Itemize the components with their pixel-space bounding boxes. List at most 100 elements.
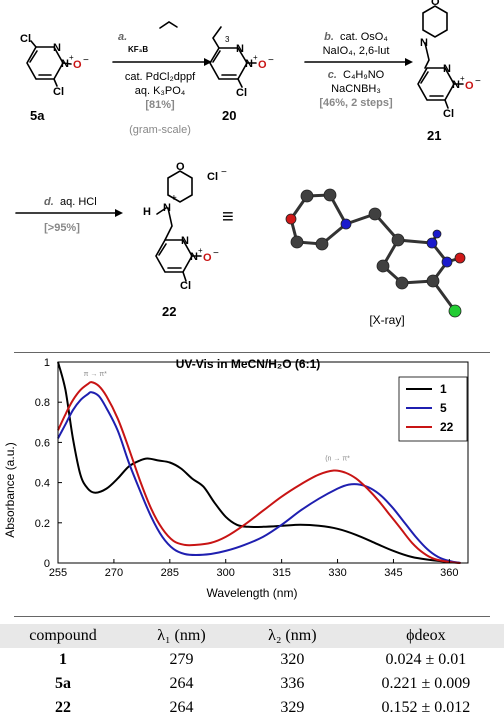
step-a-yield: [81%] [145,99,175,111]
step-a-line1: cat. PdCl₂dppf [125,71,196,83]
chart-title: UV-Vis in MeCN/H₂O (6:1) [176,357,320,371]
table-row: 22 264 329 0.152 ± 0.012 [0,696,504,720]
sm-n2: N [61,58,69,70]
p21-minus: − [475,76,481,87]
step-a-note: (gram-scale) [129,124,191,136]
y-tick-label: 0.4 [35,478,50,490]
p22-n2: N [190,251,198,263]
p21-n-amine: N [420,37,428,49]
legend-label-1: 1 [440,382,447,396]
p21-o-ring: O [431,0,440,8]
x-tick-label: 255 [49,567,67,579]
y-tick-label: 1 [44,357,50,369]
int-minus: − [268,55,274,66]
step-b-line2: NaIO₄, 2,6-lut [323,45,390,57]
uv-vis-chart: UV-Vis in MeCN/H₂O (6:1) Absorbance (a.u… [3,357,469,600]
int-o: O [258,59,267,71]
step-b-letter: b. [324,31,334,43]
cell-lambda1: 264 [169,675,194,692]
cell-lambda2: 329 [280,699,305,716]
equiv-symbol: ≡ [222,206,234,228]
cell-compound: 1 [59,651,67,668]
sm-n1: N [53,42,61,54]
x-tick-label: 345 [384,567,402,579]
cell-phi: 0.221 ± 0.009 [381,675,471,692]
reaction-scheme: ≡ Cl N N Cl 5a + O − a. KF₃B cat. PdCl₂d… [15,0,481,327]
cell-compound: 5a [55,675,71,692]
step-a-line2: aq. K₃PO₄ [135,85,186,97]
header-lambda1: λ₁ (nm) [157,627,206,644]
table-header-row: compound λ₁ (nm) λ₂ (nm) ϕdeox [0,624,504,648]
x-tick-label: 330 [328,567,346,579]
step-d-line1: aq. HCl [60,196,97,208]
xray-label: [X-ray] [369,313,404,327]
p22-minus: − [213,248,219,259]
p21-plus: + [460,74,465,83]
p22-o-ring: O [176,161,185,173]
cell-lambda2: 320 [280,651,305,668]
header-phi: ϕdeox [406,627,446,644]
step-d-yield: [>95%] [44,222,80,234]
int-cl: Cl [236,87,247,99]
y-tick-label: 0 [44,558,50,570]
header-lambda2: λ₂ (nm) [268,627,317,644]
sm-cl-top: Cl [20,33,31,45]
cell-phi: 0.152 ± 0.012 [381,699,471,716]
x-tick-label: 270 [105,567,123,579]
step-a-reagent: KF₃B [128,45,148,54]
svg-text:b. cat. OsO₄: b. cat. OsO₄ [324,31,388,43]
header-compound: compound [29,627,97,644]
p22-plus: + [198,246,203,255]
photophysics-table: compound λ₁ (nm) λ₂ (nm) ϕdeox 1 279 320… [0,624,504,720]
cell-compound: 22 [55,699,71,716]
svg-text:c. C₄H₉NO: c. C₄H₉NO [328,69,385,81]
p22-o: O [203,252,212,264]
chart-annotation: (n → π* [325,455,350,462]
step-bc-yield: [46%, 2 steps] [319,97,393,109]
x-tick-label: 285 [161,567,179,579]
sm-o: O [73,59,82,71]
sm-plus: + [69,53,74,62]
step-c-line1: C₄H₉NO [343,69,385,81]
cell-lambda1: 264 [169,699,194,716]
sm-minus: − [83,55,89,66]
chart-annotation: π → π* [84,371,108,378]
y-tick-label: 0.8 [35,397,50,409]
p22-n1: N [181,235,189,247]
cell-lambda2: 336 [280,675,305,692]
cell-phi: 0.024 ± 0.01 [385,651,467,668]
sm-cl-bottom: Cl [53,86,64,98]
p21-label: 21 [427,128,441,143]
step-d-letter: d. [44,196,54,208]
series-line-5 [57,391,461,564]
step-b-line1: cat. OsO₄ [340,31,388,43]
p22-cl: Cl [180,280,191,292]
series-line-1 [57,361,461,564]
table-row: 5a 264 336 0.221 ± 0.009 [0,672,504,696]
step-c-letter: c. [328,69,337,81]
x-tick-label: 300 [217,567,235,579]
p22-h: H [143,206,151,218]
chart-xlabel: Wavelength (nm) [207,586,298,600]
p22-n-plus: + [171,193,177,204]
section-divider-top [14,352,490,353]
sm-label: 5a [30,108,45,123]
section-divider-bottom [14,616,490,617]
p21-n1: N [443,63,451,75]
p22-n-amine: N [163,202,171,214]
step-a-letter: a. [118,31,127,43]
step-c-line2: NaCNBH₃ [331,83,381,95]
series-line-22 [57,381,461,564]
legend-label-22: 22 [440,420,454,434]
p22-cl-ion: Cl [207,171,218,183]
chart-ylabel: Absorbance (a.u.) [3,442,17,537]
table-row: 1 279 320 0.024 ± 0.01 [0,648,504,672]
x-tick-label: 315 [272,567,290,579]
legend-label-5: 5 [440,401,447,415]
cell-lambda1: 279 [169,651,194,668]
p21-n2: N [452,79,460,91]
p21-cl: Cl [443,108,454,120]
int-n1: N [236,43,244,55]
p21-o: O [465,80,474,92]
int-position-label: 3 [225,35,230,44]
